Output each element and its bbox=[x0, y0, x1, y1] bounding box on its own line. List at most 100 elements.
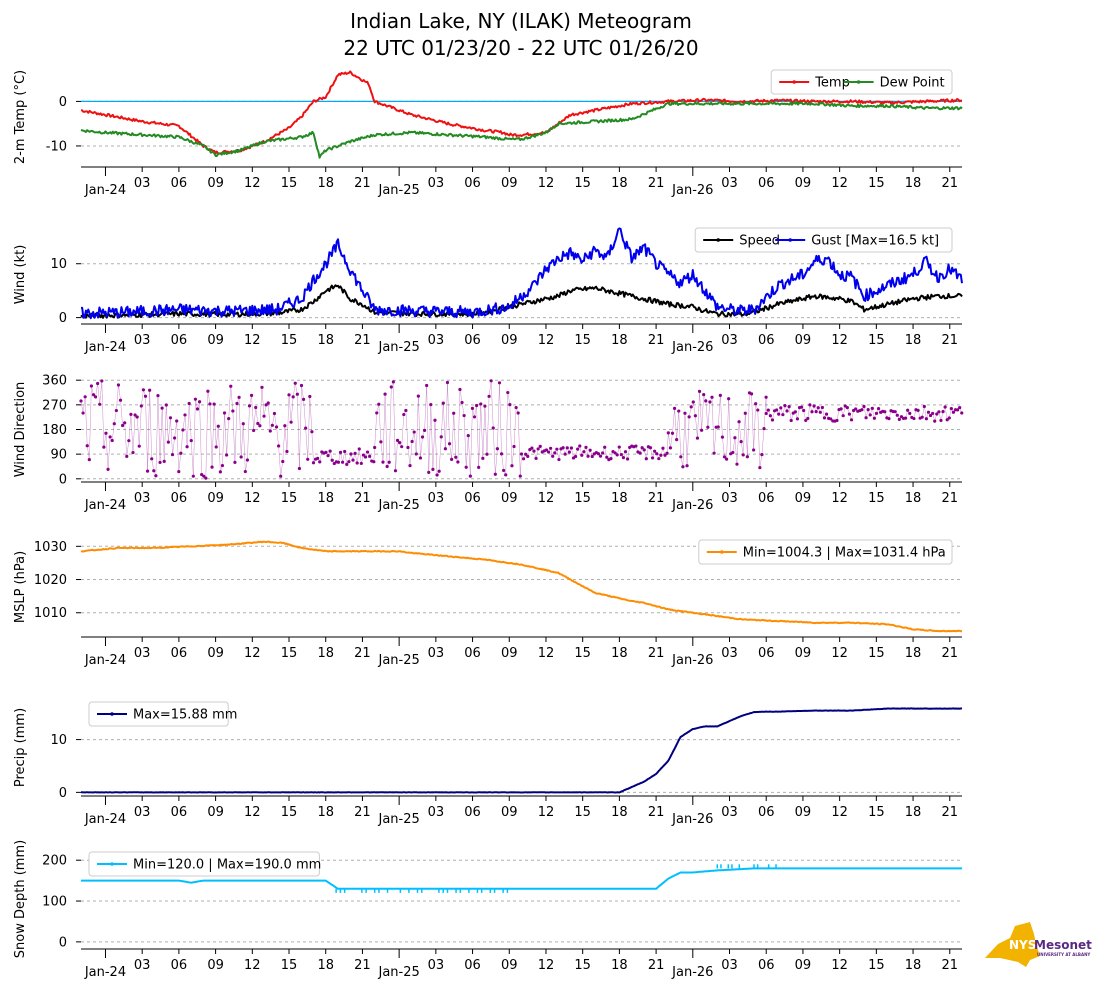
wind-dir-point bbox=[118, 398, 123, 402]
x-tick-label-wind: 21 bbox=[354, 333, 371, 348]
wind-dir-link bbox=[463, 415, 467, 468]
wind-dir-point bbox=[433, 418, 437, 422]
wind-dir-link bbox=[111, 423, 115, 441]
wind-dir-link bbox=[172, 437, 175, 455]
wind-dir-point bbox=[464, 465, 468, 469]
wind-dir-link bbox=[511, 446, 515, 466]
wind-dir-link bbox=[468, 435, 471, 477]
wind-dir-point bbox=[609, 457, 613, 461]
wind-dir-point bbox=[81, 411, 85, 415]
wind-dir-link bbox=[178, 453, 182, 472]
wind-dir-point bbox=[847, 412, 852, 416]
wind-dir-point bbox=[922, 404, 926, 409]
wind-dir-point bbox=[175, 419, 179, 423]
wind-dir-link bbox=[373, 447, 375, 462]
wind-dir-point bbox=[295, 392, 299, 396]
y-tick-label-snow: 100 bbox=[42, 895, 67, 910]
x-tick-label-precip: Jan-26 bbox=[671, 812, 713, 827]
wind-dir-point bbox=[330, 458, 334, 462]
wind-dir-point bbox=[104, 431, 108, 435]
y-tick-label-temp: -10 bbox=[46, 139, 67, 154]
wind-dir-link bbox=[738, 421, 742, 442]
wind-dir-point bbox=[262, 414, 266, 418]
wind-dir-point bbox=[785, 409, 789, 413]
wind-dir-link bbox=[251, 395, 254, 431]
wind-dir-point bbox=[193, 397, 198, 401]
wind-dir-point bbox=[214, 445, 218, 449]
wind-dir-link bbox=[670, 433, 673, 448]
x-tick-label-snow: 12 bbox=[831, 958, 848, 973]
wind-dir-point bbox=[85, 444, 89, 448]
wind-dir-point bbox=[874, 411, 879, 415]
wind-dir-point bbox=[141, 388, 146, 392]
x-tick-label-dir: 15 bbox=[281, 491, 298, 506]
wind-dir-point bbox=[468, 474, 472, 478]
wind-dir-link bbox=[761, 428, 765, 455]
wind-dir-link bbox=[822, 407, 825, 418]
wind-dir-link bbox=[499, 382, 502, 454]
x-tick-label-snow: 09 bbox=[795, 958, 812, 973]
wind-dir-link bbox=[451, 413, 454, 460]
wind-dir-point bbox=[293, 381, 297, 385]
wind-dir-point bbox=[912, 416, 916, 421]
wind-dir-point bbox=[586, 454, 590, 458]
x-tick-label-temp: 18 bbox=[611, 176, 628, 191]
x-tick-label-temp: 15 bbox=[574, 176, 591, 191]
wind-dir-point bbox=[306, 457, 310, 461]
x-tick-label-pres: 15 bbox=[281, 646, 298, 661]
wind-dir-link bbox=[157, 395, 161, 463]
wind-dir-link bbox=[807, 404, 811, 419]
x-tick-label-temp: Jan-26 bbox=[671, 183, 713, 198]
wind-dir-link bbox=[159, 408, 163, 463]
wind-dir-link bbox=[745, 413, 748, 457]
logo-text-mesonet: Mesonet bbox=[1034, 938, 1092, 952]
x-tick-label-wind: 06 bbox=[171, 333, 188, 348]
wind-dir-point bbox=[876, 407, 881, 411]
wind-dir-point bbox=[590, 454, 594, 459]
x-tick-label-snow: 12 bbox=[244, 958, 261, 973]
wind-dir-point bbox=[406, 445, 410, 450]
wind-dir-point bbox=[849, 418, 854, 422]
x-tick-label-precip: 18 bbox=[611, 805, 628, 820]
x-tick-label-wind: 21 bbox=[648, 333, 665, 348]
wind-dir-link bbox=[180, 429, 184, 454]
wind-dir-point bbox=[452, 411, 456, 415]
wind-dir-point bbox=[644, 457, 648, 461]
wind-dir-point bbox=[372, 460, 376, 464]
wind-dir-point bbox=[114, 408, 118, 413]
x-tick-label-precip: 15 bbox=[574, 805, 591, 820]
wind-dir-link bbox=[842, 405, 846, 416]
wind-dir-point bbox=[675, 437, 679, 442]
x-tick-label-precip: 03 bbox=[134, 805, 151, 820]
wind-dir-point bbox=[619, 453, 623, 457]
wind-dir-link bbox=[409, 441, 413, 466]
wind-dir-point bbox=[584, 445, 588, 450]
y-tick-label-dir: 0 bbox=[59, 472, 67, 487]
wind-dir-link bbox=[728, 398, 731, 454]
wind-dir-link bbox=[149, 390, 152, 459]
legend-label-precip: Max=15.88 mm bbox=[133, 708, 237, 723]
wind-dir-point bbox=[289, 420, 293, 424]
wind-dir-point bbox=[768, 414, 772, 418]
wind-dir-point bbox=[202, 474, 206, 478]
wind-dir-link bbox=[166, 404, 169, 443]
y-axis-label-precip: Precip (mm) bbox=[13, 708, 28, 787]
wind-dir-link bbox=[174, 420, 177, 439]
series-line-temp-1 bbox=[80, 101, 963, 159]
wind-dir-link bbox=[280, 461, 284, 477]
x-tick-label-wind: 03 bbox=[428, 333, 445, 348]
wind-dir-point bbox=[659, 453, 663, 457]
x-tick-label-snow: 09 bbox=[207, 958, 224, 973]
wind-dir-link bbox=[80, 400, 84, 414]
wind-dir-point bbox=[185, 445, 189, 449]
wind-dir-point bbox=[502, 468, 506, 473]
x-tick-label-snow: 15 bbox=[868, 958, 885, 973]
wind-dir-point bbox=[605, 455, 609, 459]
wind-dir-point bbox=[343, 449, 347, 454]
nys-state-shape-icon bbox=[985, 922, 1040, 967]
wind-dir-point bbox=[544, 448, 549, 452]
wind-dir-link bbox=[686, 416, 690, 466]
wind-dir-point bbox=[102, 445, 106, 449]
wind-dir-link bbox=[176, 421, 180, 472]
wind-dir-point bbox=[689, 405, 693, 409]
